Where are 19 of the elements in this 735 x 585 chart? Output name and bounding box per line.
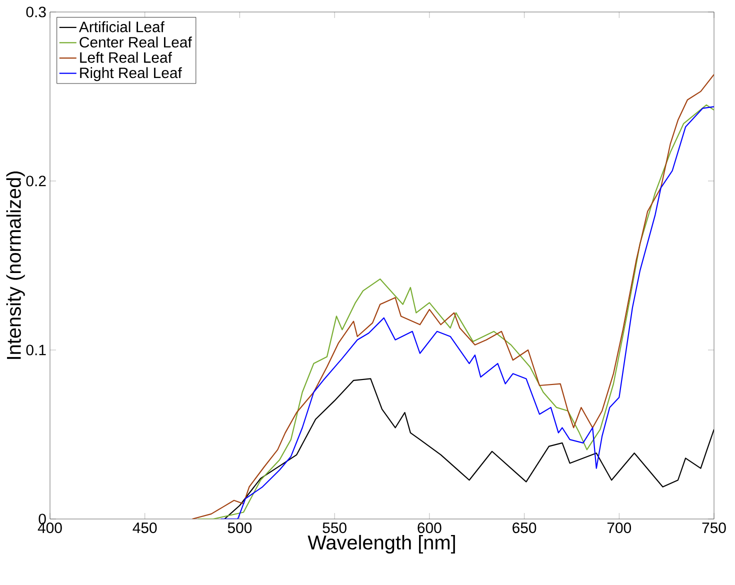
x-tick-label: 600 (418, 522, 442, 534)
x-tick-label: 750 (702, 522, 726, 534)
legend-label: Right Real Leaf (80, 67, 182, 82)
x-tick-label: 550 (322, 522, 346, 534)
x-tick-label: 450 (132, 522, 157, 534)
x-tick-label: 400 (38, 522, 62, 534)
legend-label: Center Real Leaf (80, 36, 192, 48)
x-axis-title: Wavelength [nm] (308, 534, 455, 554)
line-series (224, 378, 714, 519)
legend-label: Artificial Leaf (78, 21, 164, 32)
x-tick-label: 700 (607, 522, 632, 534)
legend-label: Left Real Leaf (80, 52, 172, 63)
y-tick-label: 0.3 (26, 6, 46, 18)
y-tick-label: 0.1 (26, 344, 46, 356)
y-tick-label: 0.2 (26, 176, 46, 186)
x-tick-label: 500 (228, 522, 252, 534)
y-tick-label: 0 (38, 514, 46, 524)
y-axis-title: Intensity (normalized) (6, 172, 25, 359)
x-tick-label: 650 (512, 522, 536, 534)
